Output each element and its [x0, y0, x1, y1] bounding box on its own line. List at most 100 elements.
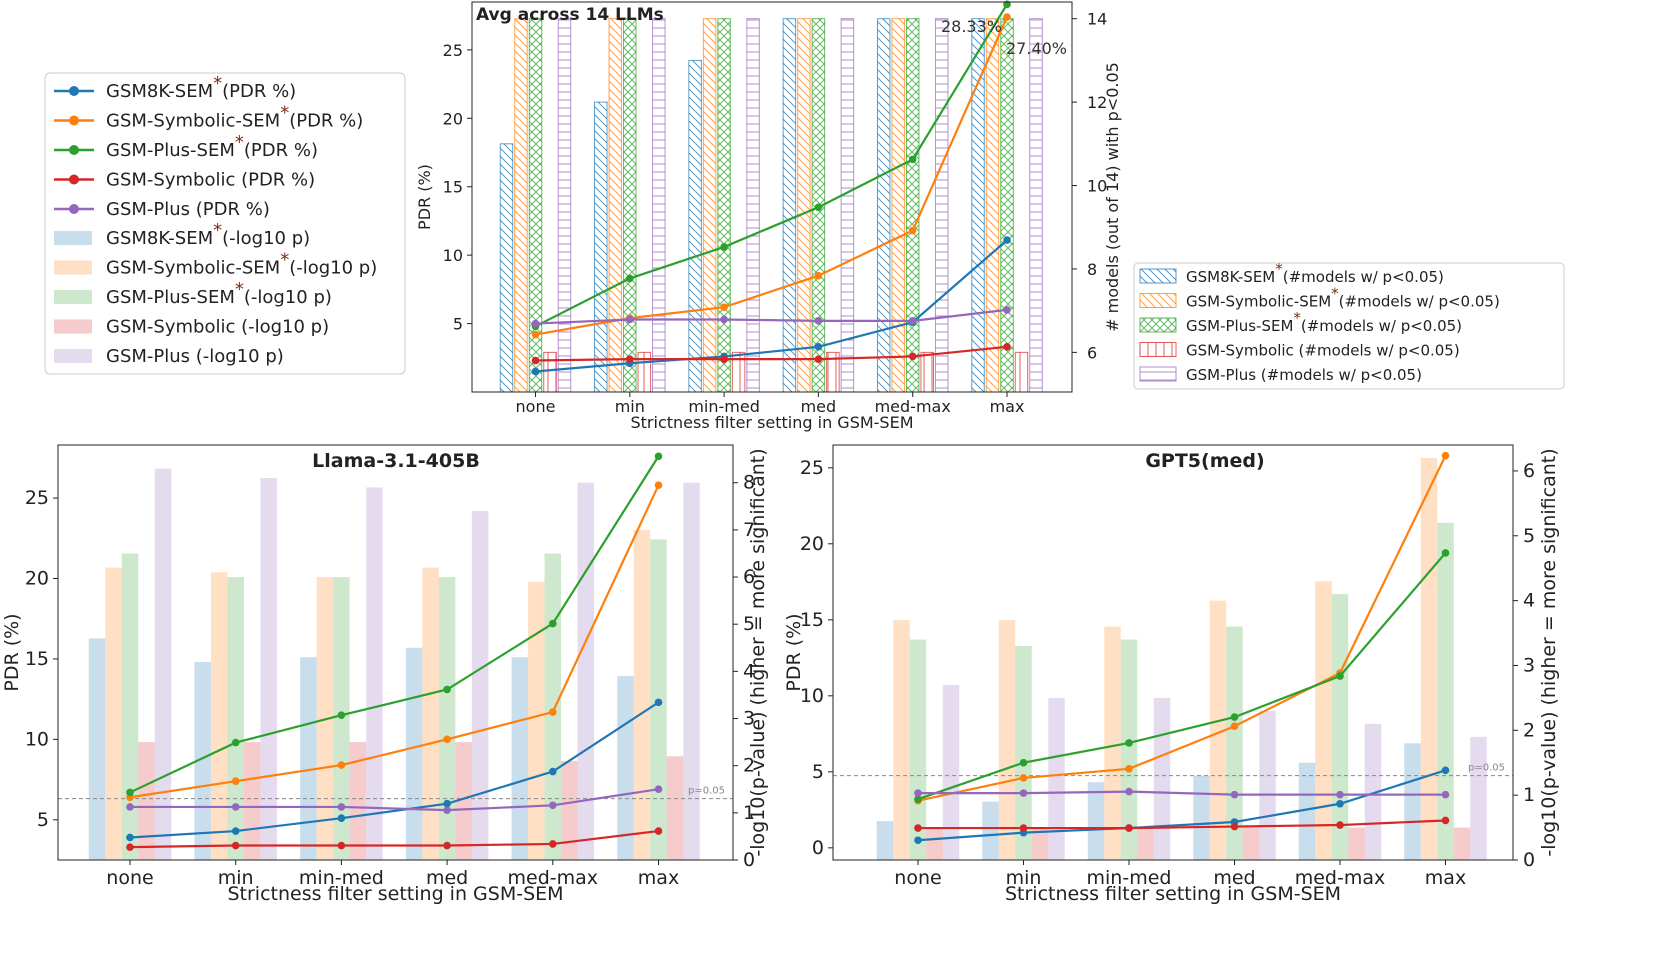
point-gsm-symbolic-sem-max — [654, 481, 663, 490]
legend-label: GSM-Plus-SEM — [1186, 317, 1293, 335]
point-gsm8k-sem-min — [231, 827, 240, 835]
x-tick-label: med-max — [875, 397, 951, 416]
point-gsm-plus-sem-med — [814, 203, 823, 212]
line-gsm8k-sem — [917, 769, 1446, 842]
bar-gsm-plus-min — [1048, 697, 1065, 860]
x-tick-label: med — [801, 397, 837, 416]
y-tick-label: 20 — [25, 568, 49, 590]
bar-gsm-plus-med-max — [1364, 723, 1382, 860]
y-right-tick-label: 3 — [1523, 654, 1535, 676]
legend-suffix: (#models w/ p<0.05) — [1283, 268, 1444, 286]
y-tick-label: 10 — [800, 685, 824, 707]
bar-gsm-plus-med — [840, 18, 855, 393]
point-gsm-symbolic-max — [1441, 816, 1450, 825]
legend-entry-gsm-plus-log10p: GSM-Plus (-log10 p) — [106, 346, 284, 367]
bar-gsm-plus-med-max — [934, 18, 949, 393]
x-tick-label: min — [615, 397, 645, 416]
bar-gsm-plus-sem-none — [909, 639, 927, 860]
point-gsm-plus-sem-min — [626, 274, 634, 283]
bar-gsm-symbolic-sem-med-max — [891, 18, 905, 393]
y-tick-label: 20 — [443, 109, 463, 128]
legend-label: GSM-Plus-SEM — [106, 140, 235, 161]
legend-entry-gsm-symbolic-pdr: GSM-Symbolic (PDR %) — [106, 170, 315, 191]
legend-box — [44, 72, 406, 375]
bar-gsm8k-sem-med-max — [876, 18, 891, 393]
point-gsm-plus-min-med — [337, 803, 346, 811]
line-gsm-symbolic — [535, 345, 1008, 362]
bar-gsm-plus-max — [1029, 18, 1043, 393]
point-gsm-symbolic-max — [1003, 343, 1011, 351]
line-gsm8k-sem — [535, 239, 1008, 373]
point-gsm-symbolic-sem-med — [1230, 722, 1239, 731]
y-right-tick-label: 6 — [1087, 343, 1097, 362]
bar-gsm-plus-max — [683, 482, 700, 860]
point-gsm-plus-sem-min-med — [337, 711, 346, 720]
point-gsm-plus-sem-min-med — [1125, 739, 1133, 747]
y-right-tick-label: 8 — [1087, 260, 1097, 279]
y-right-tick-label: 3 — [743, 708, 755, 730]
legend-star: * — [1293, 309, 1301, 327]
point-gsm-plus-min — [1019, 789, 1028, 797]
point-gsm8k-sem-med-max — [1336, 799, 1344, 808]
point-gsm-plus-none — [531, 319, 540, 328]
point-gsm-symbolic-sem-max — [1441, 451, 1450, 460]
line-gsm8k-sem — [129, 701, 660, 839]
bar-gsm-plus-med — [471, 511, 489, 860]
point-gsm-symbolic-sem-min — [1019, 774, 1028, 782]
legend-suffix: (PDR %) — [222, 81, 296, 102]
legend-suffix: (PDR %) — [244, 140, 318, 161]
y-tick-label: 5 — [453, 315, 463, 334]
plot-frame — [57, 444, 734, 861]
bar-gsm-symbolic-max — [666, 756, 684, 860]
bar-gsm-plus-sem-med-max — [905, 18, 920, 393]
legend-suffix: (#models w/ p<0.05) — [1339, 293, 1500, 311]
point-gsm-plus-sem-med-max — [908, 155, 917, 164]
legend-bar-swatch — [54, 319, 92, 334]
chart-title: Llama-3.1-405B — [312, 450, 480, 472]
legend-marker — [69, 145, 79, 155]
y-tick-label: 15 — [25, 648, 49, 670]
bar-gsm-plus-sem-med-max — [544, 553, 562, 860]
legend-entry-gsm8k-sem-models: GSM8K-SEM*(#models w/ p<0.05) — [1186, 260, 1444, 286]
bar-gsm-symbolic-sem-none — [514, 18, 528, 393]
point-gsm-plus-med — [814, 317, 823, 325]
legend-entry-gsm-symbolic-sem-log10p: GSM-Symbolic-SEM*(-log10 p) — [106, 250, 377, 279]
chart-title: GPT5(med) — [1145, 450, 1264, 472]
bar-gsm8k-sem-min — [194, 661, 211, 860]
point-gsm-symbolic-sem-med-max — [549, 708, 557, 716]
bar-gsm8k-sem-max — [1404, 743, 1421, 860]
bar-gsm8k-sem-none — [499, 143, 514, 393]
legend-entry-gsm-plus-sem-models: GSM-Plus-SEM*(#models w/ p<0.05) — [1186, 309, 1462, 335]
bar-gsm8k-sem-min-med — [1087, 782, 1105, 860]
point-gsm-symbolic-med — [814, 355, 823, 363]
bar-gsm-plus-min-med — [366, 487, 383, 860]
y-tick-label: 5 — [812, 761, 824, 783]
chart-llama-3-1-405b: p=0.05 5 10 15 20 25 0 1 2 3 4 5 6 7 8 none min min-med me… — [1, 444, 769, 905]
legend-label: GSM-Symbolic (#models w/ p<0.05) — [1186, 342, 1460, 360]
x-tick-label: max — [638, 867, 679, 889]
point-gsm8k-sem-med — [814, 343, 823, 351]
chart-gpt5-med: p=0.05 0 5 10 15 20 25 0 1 2 3 4 5 6 none min min-med med… — [783, 444, 1560, 905]
point-gsm-symbolic-min-med — [337, 841, 346, 850]
y-right-tick-label: 7 — [743, 519, 755, 541]
point-gsm-plus-med-max — [908, 317, 917, 325]
legend-entry-gsm8k-sem-pdr: GSM8K-SEM*(PDR %) — [106, 73, 296, 102]
bar-gsm-plus-sem-med-max — [1331, 594, 1349, 860]
point-gsm-plus-sem-med-max — [549, 619, 557, 628]
line-gsm-plus — [918, 790, 1446, 796]
point-gsm-symbolic-med — [1230, 822, 1239, 831]
point-gsm-plus-sem-none — [914, 795, 922, 803]
legend-label: GSM8K-SEM — [106, 228, 213, 249]
line-gsm-symbolic-sem — [129, 484, 660, 799]
bar-gsm-symbolic-sem-min-med — [1104, 626, 1121, 860]
point-gsm-symbolic-min — [626, 355, 634, 363]
y-right-axis-label: -log10(p-value) (higher = more significa… — [1538, 448, 1560, 856]
y-right-tick-label: 6 — [743, 566, 755, 588]
y-right-axis-label: -log10(p-value) (higher = more significa… — [747, 448, 769, 856]
bar-group — [876, 457, 1487, 860]
bar-gsm-symbolic-sem-max — [633, 529, 651, 860]
reference-line-label: p=0.05 — [1468, 763, 1505, 774]
point-gsm-plus-min-med — [1125, 787, 1133, 796]
point-gsm8k-sem-med — [443, 799, 451, 808]
bar-gsm-symbolic-sem-min — [608, 18, 623, 393]
